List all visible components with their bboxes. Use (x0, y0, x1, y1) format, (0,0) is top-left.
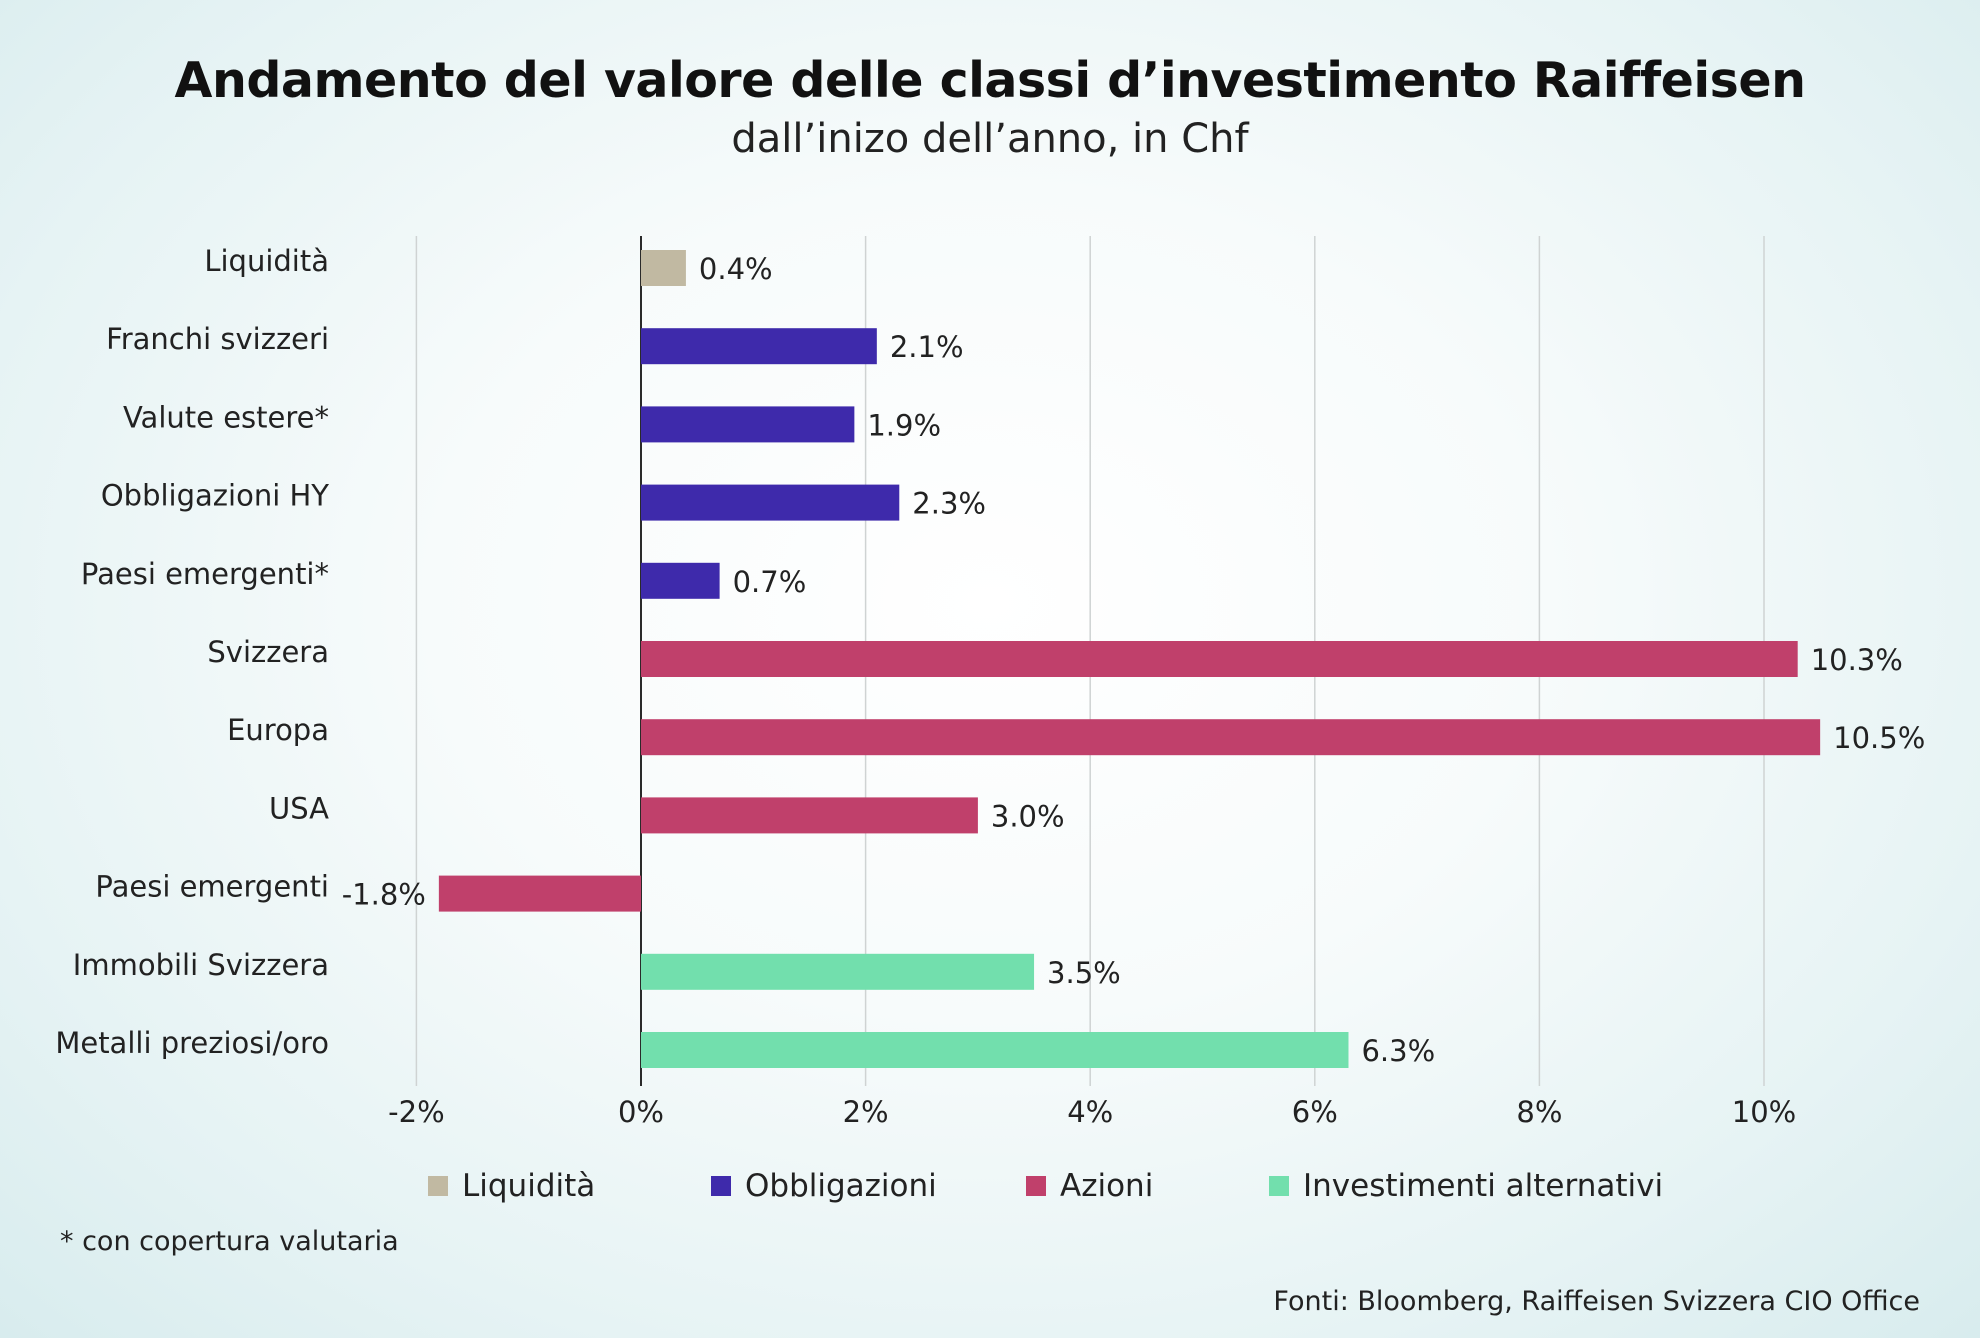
data-label: 3.5% (1047, 956, 1121, 990)
chart-title: Andamento del valore delle classi d’inve… (174, 52, 1806, 109)
x-tick-label: 10% (1732, 1095, 1796, 1129)
bar (641, 250, 686, 286)
bar (641, 562, 720, 599)
legend-label-obbligazioni: Obbligazioni (745, 1168, 937, 1204)
data-label: 10.3% (1811, 643, 1903, 677)
bar (641, 1032, 1349, 1068)
bar (641, 797, 978, 834)
legend-item-investimenti-alternativi: Investimenti alternativi (1269, 1168, 1663, 1204)
category-label: Valute estere* (123, 400, 329, 434)
bar (641, 641, 1798, 677)
bar (641, 953, 1035, 990)
data-label: 0.4% (699, 252, 773, 286)
legend-label-liquidita: Liquidità (462, 1168, 596, 1204)
bar (641, 406, 855, 443)
legend-swatch-liquidita (428, 1176, 448, 1196)
category-label: Metalli preziosi/oro (55, 1026, 329, 1060)
data-label: 10.5% (1833, 721, 1925, 755)
category-label: Svizzera (207, 635, 329, 669)
x-tick-label: 2% (843, 1095, 889, 1129)
legend-swatch-azioni (1026, 1176, 1046, 1196)
category-label: Paesi emergenti* (81, 557, 329, 591)
legend-label-azioni: Azioni (1060, 1168, 1154, 1204)
x-tick-label: -2% (388, 1095, 444, 1129)
chart-legend: Liquidità Obbligazioni Azioni Investimen… (0, 1168, 1980, 1212)
bar-chart: -2% 0% 2% 4% 6% 8% 10% Liquidità 0.4% Franchi svi… (55, 236, 1925, 1129)
legend-swatch-obbligazioni (711, 1176, 731, 1196)
legend-item-liquidita: Liquidità (428, 1168, 595, 1204)
data-label: -1.8% (342, 878, 426, 912)
x-tick-label: 6% (1292, 1095, 1338, 1129)
category-label: Franchi svizzeri (106, 322, 329, 356)
source-note: Fonti: Bloomberg, Raiffeisen Svizzera CI… (1273, 1286, 1920, 1317)
bars (438, 250, 1821, 1068)
data-label: 2.1% (890, 330, 964, 364)
category-label: Obbligazioni HY (101, 479, 329, 513)
data-label: 6.3% (1361, 1034, 1435, 1068)
bar (641, 484, 900, 521)
category-label: Liquidità (204, 244, 329, 278)
labels: -2% 0% 2% 4% 6% 8% 10% Liquidità 0.4% Franchi svi… (55, 244, 1925, 1129)
legend-item-azioni: Azioni (1026, 1168, 1153, 1204)
chart-subtitle: dall’inizo dell’anno, in Chf (731, 116, 1249, 162)
legend-item-obbligazioni: Obbligazioni (711, 1168, 937, 1204)
x-tick-label: 8% (1516, 1095, 1562, 1129)
x-tick-label: 0% (618, 1095, 664, 1129)
data-label: 2.3% (912, 487, 986, 521)
bar (438, 875, 641, 912)
category-label: Paesi emergenti (95, 870, 329, 904)
category-label: Europa (227, 713, 329, 747)
bar (641, 719, 1821, 756)
legend-label-investimenti-alternativi: Investimenti alternativi (1303, 1168, 1664, 1204)
bar (641, 328, 877, 365)
category-label: Immobili Svizzera (73, 948, 329, 982)
data-label: 3.0% (991, 799, 1065, 833)
legend-swatch-investimenti-alternativi (1269, 1176, 1289, 1196)
data-label: 1.9% (867, 408, 941, 442)
footnote: * con copertura valutaria (60, 1226, 399, 1257)
category-label: USA (269, 791, 329, 825)
x-tick-label: 4% (1067, 1095, 1113, 1129)
data-label: 0.7% (733, 565, 807, 599)
